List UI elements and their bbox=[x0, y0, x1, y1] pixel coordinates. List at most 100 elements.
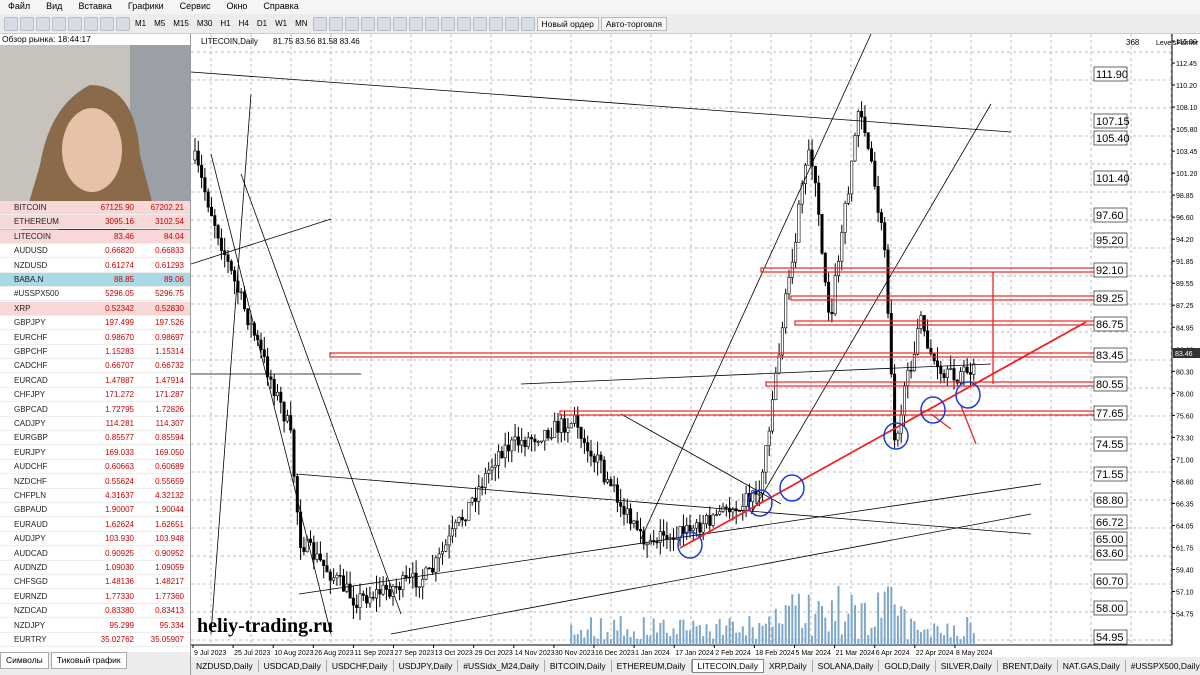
symbol-row[interactable]: #USSPX500 5296.05 5296.75 bbox=[0, 287, 190, 302]
symbol-row[interactable]: CADCHF 0.66707 0.66732 bbox=[0, 359, 190, 374]
menu-item[interactable]: Графики bbox=[127, 1, 164, 11]
timeframe-button[interactable]: H4 bbox=[238, 19, 249, 28]
menu-item[interactable]: Файл bbox=[8, 1, 31, 11]
auto-trading-button[interactable]: Авто-торговля bbox=[600, 16, 667, 31]
menu-item[interactable]: Справка bbox=[263, 1, 299, 11]
symbol-row[interactable]: EURGBP 0.85577 0.85594 bbox=[0, 431, 190, 446]
symbol-row[interactable]: AUDUSD 0.66820 0.66833 bbox=[0, 244, 190, 259]
panel-tab[interactable]: Тиковый график bbox=[50, 652, 127, 669]
timeframe-button[interactable]: H1 bbox=[220, 19, 231, 28]
timeframe-button[interactable]: M5 bbox=[154, 19, 166, 28]
tool-icon[interactable] bbox=[520, 16, 535, 31]
tool-icon[interactable] bbox=[36, 16, 50, 31]
price-axis-label: 87.25 bbox=[1176, 303, 1194, 310]
chart-tab[interactable]: LITECOIN,Daily bbox=[691, 659, 765, 673]
symbol-row[interactable]: GBPCAD 1.72795 1.72826 bbox=[0, 402, 190, 417]
symbol-row[interactable]: NZDUSD 0.61274 0.61293 bbox=[0, 258, 190, 273]
chart-tab[interactable]: NZDUSD,Daily bbox=[191, 660, 259, 672]
symbol-row[interactable]: BITCOIN 67125.90 67202.21 bbox=[0, 201, 190, 215]
symbol-name: NZDCAD bbox=[14, 606, 48, 616]
symbol-row[interactable]: EURCHF 0.98670 0.98697 bbox=[0, 330, 190, 345]
chart-tab[interactable]: USDJPY,Daily bbox=[394, 660, 459, 672]
chart-tab[interactable]: XRP,Daily bbox=[764, 660, 813, 672]
chart-tab[interactable]: #USSidx_M24,Daily bbox=[458, 660, 545, 672]
chart-tab[interactable]: SOLANA,Daily bbox=[813, 660, 880, 672]
symbol-row[interactable]: NZDCAD 0.83380 0.83413 bbox=[0, 604, 190, 619]
tool-icon[interactable] bbox=[424, 16, 439, 31]
tool-icon[interactable] bbox=[100, 16, 114, 31]
candle-body bbox=[375, 589, 379, 599]
candle-body bbox=[348, 583, 352, 599]
symbol-row[interactable]: AUDNZD 1.09030 1.09059 bbox=[0, 561, 190, 575]
chart-tab[interactable]: GOLD,Daily bbox=[879, 660, 936, 672]
timeframe-button[interactable]: W1 bbox=[275, 19, 288, 28]
tool-icon[interactable] bbox=[344, 16, 359, 31]
timeframe-button[interactable]: D1 bbox=[256, 19, 268, 28]
tool-icon[interactable] bbox=[52, 16, 66, 31]
chart-tab[interactable]: #USSPX500,Daily bbox=[1126, 660, 1200, 672]
symbol-row[interactable]: LITECOIN 83.46 84.04 bbox=[0, 229, 190, 244]
symbol-row[interactable]: GBPJPY 197.499 197.526 bbox=[0, 316, 190, 331]
tool-icon[interactable] bbox=[360, 16, 375, 31]
bid-price: 103.930 bbox=[105, 534, 134, 544]
tool-icon[interactable] bbox=[472, 16, 487, 31]
tool-icon[interactable] bbox=[392, 16, 407, 31]
price-axis-label: 103.45 bbox=[1176, 149, 1198, 156]
tool-icon[interactable] bbox=[440, 16, 455, 31]
chart-tab[interactable]: SILVER,Daily bbox=[936, 660, 998, 672]
symbol-row[interactable]: XRP 0.52342 0.52830 bbox=[0, 301, 190, 316]
candle-body bbox=[810, 149, 814, 167]
symbol-row[interactable]: EURJPY 169.033 169.050 bbox=[0, 445, 190, 460]
candle-body bbox=[355, 604, 359, 608]
tool-icon[interactable] bbox=[116, 16, 130, 31]
tool-icon[interactable] bbox=[20, 16, 34, 31]
tool-icon[interactable] bbox=[376, 16, 391, 31]
menu-item[interactable]: Вид bbox=[46, 1, 63, 11]
symbol-row[interactable]: CHFPLN 4.31637 4.32132 bbox=[0, 489, 190, 503]
tool-icon[interactable] bbox=[488, 16, 503, 31]
chart-tab[interactable]: BRENT,Daily bbox=[998, 660, 1058, 672]
tool-icon[interactable] bbox=[456, 16, 471, 31]
new-order-button[interactable]: Новый ордер bbox=[536, 16, 599, 31]
symbol-row[interactable]: AUDCAD 0.90925 0.90952 bbox=[0, 546, 190, 561]
menu-item[interactable]: Сервис bbox=[179, 1, 211, 11]
tool-icon[interactable] bbox=[312, 16, 327, 31]
chart-tab[interactable]: NAT.GAS,Daily bbox=[1058, 660, 1126, 672]
candle-body bbox=[285, 415, 289, 422]
menu-item[interactable]: Окно bbox=[226, 1, 248, 11]
chart-tab[interactable]: ETHEREUM,Daily bbox=[612, 660, 692, 672]
symbol-row[interactable]: GBPCHF 1.15283 1.15314 bbox=[0, 345, 190, 359]
tool-icon[interactable] bbox=[84, 16, 98, 31]
menu-item[interactable]: Вставка bbox=[78, 1, 112, 11]
chart-tab[interactable]: BITCOIN,Daily bbox=[545, 660, 612, 672]
tool-icon[interactable] bbox=[68, 16, 82, 31]
timeframe-button[interactable]: M1 bbox=[135, 19, 147, 28]
tool-icon[interactable] bbox=[408, 16, 423, 31]
panel-tab[interactable]: Символы bbox=[0, 652, 49, 669]
symbol-row[interactable]: EURCAD 1.47887 1.47914 bbox=[0, 373, 190, 388]
symbol-row[interactable]: NZDJPY 95.299 95.334 bbox=[0, 618, 190, 633]
symbol-row[interactable]: AUDJPY 103.930 103.948 bbox=[0, 532, 190, 547]
symbol-row[interactable]: EURAUD 1.62624 1.62651 bbox=[0, 517, 190, 532]
current-price-box bbox=[1173, 348, 1200, 358]
symbol-row[interactable]: EURTRY 35.02762 35.05907 bbox=[0, 633, 190, 647]
symbol-row[interactable]: BABA.N 88.85 89.06 bbox=[0, 273, 190, 287]
tool-icon[interactable] bbox=[328, 16, 343, 31]
tool-icon[interactable] bbox=[504, 16, 519, 31]
chart-tab[interactable]: USDCHF,Daily bbox=[327, 660, 394, 672]
symbol-row[interactable]: CADJPY 114.281 114.307 bbox=[0, 417, 190, 431]
symbol-row[interactable]: ETHEREUM 3095.16 3102.54 bbox=[0, 215, 190, 230]
symbol-name: AUDUSD bbox=[14, 246, 48, 256]
bid-price: 1.09030 bbox=[105, 563, 134, 572]
chart-tab[interactable]: USDCAD,Daily bbox=[259, 660, 327, 672]
timeframe-button[interactable]: MN bbox=[295, 19, 308, 28]
symbol-row[interactable]: NZDCHF 0.55624 0.55659 bbox=[0, 474, 190, 489]
symbol-row[interactable]: CHFSGD 1.48136 1.48217 bbox=[0, 575, 190, 590]
timeframe-button[interactable]: M30 bbox=[196, 19, 213, 28]
timeframe-button[interactable]: M15 bbox=[173, 19, 189, 28]
tool-icon[interactable] bbox=[4, 16, 18, 31]
symbol-row[interactable]: AUDCHF 0.60663 0.60689 bbox=[0, 460, 190, 475]
symbol-row[interactable]: GBPAUD 1.90007 1.90044 bbox=[0, 503, 190, 518]
symbol-row[interactable]: EURNZD 1.77330 1.77360 bbox=[0, 589, 190, 604]
symbol-row[interactable]: CHFJPY 171.272 171.287 bbox=[0, 388, 190, 403]
